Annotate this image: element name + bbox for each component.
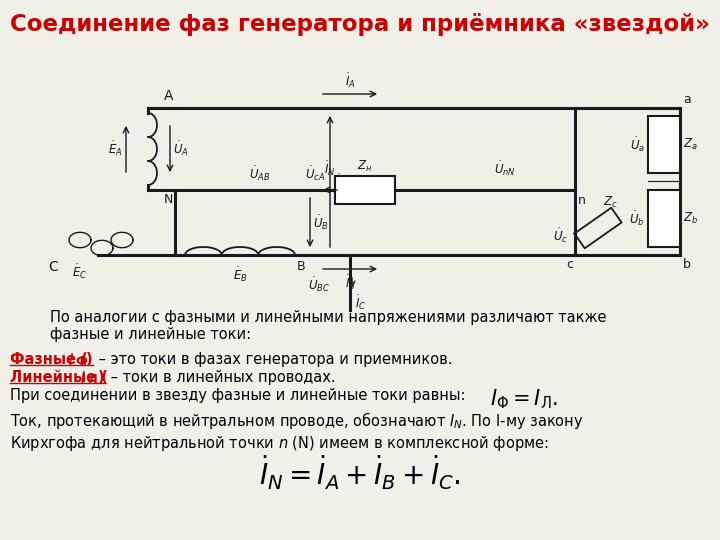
Text: $\dot{E}_C$: $\dot{E}_C$ — [72, 262, 88, 281]
Text: Линейные (: Линейные ( — [10, 370, 108, 385]
Text: ): ) — [86, 352, 93, 367]
Text: $\dot{U}_A$: $\dot{U}_A$ — [173, 140, 189, 158]
Text: n: n — [578, 194, 586, 207]
Text: C: C — [48, 260, 58, 274]
Text: $\dot{U}_{AB}$: $\dot{U}_{AB}$ — [249, 164, 271, 183]
Text: $\dot{I}_B$: $\dot{I}_B$ — [345, 273, 356, 292]
Text: $Z_b$: $Z_b$ — [683, 211, 698, 226]
Text: $I$: $I$ — [68, 352, 74, 368]
Text: При соединении в звезду фазные и линейные токи равны:: При соединении в звезду фазные и линейны… — [10, 388, 466, 403]
Text: a: a — [683, 93, 690, 106]
Bar — [648, 116, 680, 173]
Text: $Z_c$: $Z_c$ — [603, 195, 618, 210]
Text: B: B — [297, 260, 305, 273]
Text: $Z_a$: $Z_a$ — [683, 137, 698, 152]
Text: – это токи в фазах генератора и приемников.: – это токи в фазах генератора и приемник… — [94, 352, 452, 367]
Bar — [648, 190, 680, 247]
Text: $\dot{I}_A$: $\dot{I}_A$ — [345, 71, 356, 90]
Text: c: c — [566, 258, 573, 271]
Text: $I$: $I$ — [80, 370, 86, 386]
Text: A: A — [163, 89, 173, 103]
Text: $\dot{U}_B$: $\dot{U}_B$ — [313, 213, 329, 232]
Text: $I_{\Phi}=I_{\text{Л}}.$: $I_{\Phi}=I_{\text{Л}}.$ — [490, 387, 558, 410]
Text: $\dot{U}_{nN}$: $\dot{U}_{nN}$ — [494, 159, 516, 178]
Text: Л: Л — [87, 373, 96, 386]
Text: $\dot{U}_{cA}$: $\dot{U}_{cA}$ — [305, 164, 325, 183]
Bar — [335, 176, 395, 204]
Text: Соединение фаз генератора и приёмника «звездой»: Соединение фаз генератора и приёмника «з… — [10, 14, 710, 37]
Text: $\dot{E}_B$: $\dot{E}_B$ — [233, 265, 248, 284]
Text: $\dot{U}_c$: $\dot{U}_c$ — [553, 227, 568, 245]
Text: Ф: Ф — [75, 355, 86, 368]
Text: N: N — [163, 193, 173, 206]
Text: $\dot{U}_C$: $\dot{U}_C$ — [333, 172, 349, 191]
Text: По аналогии с фазными и линейными напряжениями различают также
фазные и линейные: По аналогии с фазными и линейными напряж… — [50, 310, 606, 342]
Text: $Z_н$: $Z_н$ — [357, 159, 373, 174]
Text: b: b — [683, 258, 691, 271]
Text: ): ) — [98, 370, 104, 385]
Text: $\dot{I}_N$: $\dot{I}_N$ — [324, 159, 336, 178]
Text: $\dot{U}_a$: $\dot{U}_a$ — [630, 135, 645, 154]
Text: $\dot{U}_{BC}$: $\dot{U}_{BC}$ — [308, 276, 330, 294]
Text: Фазные (: Фазные ( — [10, 352, 88, 367]
Text: $\dot{I}_N=\dot{I}_A+\dot{I}_B+\dot{I}_C.$: $\dot{I}_N=\dot{I}_A+\dot{I}_B+\dot{I}_C… — [259, 454, 461, 492]
Text: – токи в линейных проводах.: – токи в линейных проводах. — [106, 370, 336, 385]
Text: Ток, протекающий в нейтральном проводе, обозначают $I_N$. По I-му закону
Кирхгоф: Ток, протекающий в нейтральном проводе, … — [10, 410, 584, 453]
Text: $\dot{I}_C$: $\dot{I}_C$ — [355, 293, 366, 312]
Text: $\dot{U}_b$: $\dot{U}_b$ — [629, 209, 645, 228]
Text: $\dot{E}_A$: $\dot{E}_A$ — [109, 140, 123, 158]
